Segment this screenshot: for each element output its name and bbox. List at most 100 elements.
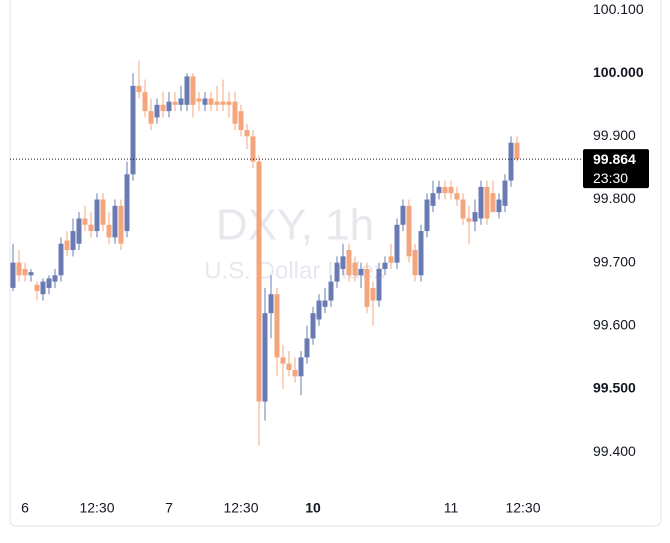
candle-body (382, 262, 388, 269)
y-tick-label: 99.600 (593, 316, 636, 332)
candle-body (58, 243, 64, 276)
candle-body (514, 142, 520, 160)
candle-body (448, 186, 454, 194)
candle-body (502, 180, 508, 206)
watermark-title: DXY, 1h (216, 201, 374, 250)
candle-body (22, 268, 28, 276)
chart-frame (9, 0, 662, 527)
candle-body (160, 104, 166, 112)
candle-body (88, 224, 94, 232)
candle-body (412, 250, 418, 276)
candle-body (346, 250, 352, 276)
candle-body (226, 101, 232, 105)
candle-body (352, 262, 358, 276)
candle-body (364, 268, 370, 307)
y-tick-label: 99.800 (593, 190, 636, 206)
candle-body (304, 338, 310, 358)
candle-body (334, 262, 340, 282)
candle-body (166, 101, 172, 112)
y-tick-label: 100.100 (593, 1, 644, 17)
candle-body (94, 199, 100, 232)
candle-body (484, 186, 490, 219)
candle-body (124, 174, 130, 232)
candle-body (214, 101, 220, 105)
candle-body (490, 193, 496, 213)
candle-body (10, 262, 16, 288)
x-tick-label: 12:30 (79, 500, 114, 516)
x-tick-label: 12:30 (223, 500, 258, 516)
candle-body (220, 101, 226, 105)
y-tick-label: 99.700 (593, 253, 636, 269)
candle-body (328, 281, 334, 301)
candle-body (322, 300, 328, 307)
candle-body (340, 256, 346, 269)
candle-body (184, 76, 190, 105)
candle-body (52, 275, 58, 282)
candle-body (190, 76, 196, 105)
last-price-label: 99.864 (593, 151, 636, 167)
y-tick-label: 99.900 (593, 127, 636, 143)
candle-body (316, 300, 322, 320)
candle-body (280, 357, 286, 364)
watermark-subtitle: U.S. Dollar Index (204, 257, 385, 284)
candle-body (274, 294, 280, 358)
candle-body (424, 199, 430, 232)
candle-body (376, 268, 382, 301)
candle-body (286, 363, 292, 370)
candle-body (202, 98, 208, 105)
last-price-box (583, 149, 649, 189)
candle-body (70, 231, 76, 251)
candle-body (430, 193, 436, 206)
candle-body (250, 136, 256, 162)
candle-body (118, 205, 124, 244)
x-tick-label: 11 (444, 500, 459, 516)
countdown-label: 23:30 (593, 170, 628, 186)
candle-body (82, 218, 88, 225)
candle-body (370, 287, 376, 301)
candle-body (112, 205, 118, 238)
candle-body (406, 205, 412, 257)
candle-body (232, 101, 238, 124)
candle-body (76, 218, 82, 244)
y-tick-label: 99.500 (593, 380, 636, 396)
candle-body (298, 357, 304, 377)
candle-body (418, 231, 424, 276)
y-tick-label: 99.400 (593, 443, 636, 459)
candle-body (178, 98, 184, 105)
candle-body (34, 284, 40, 292)
candle-body (478, 186, 484, 219)
candle-body (46, 278, 52, 288)
candle-body (172, 101, 178, 105)
candle-body (436, 186, 442, 194)
candle-body (400, 205, 406, 225)
candle-body (460, 199, 466, 219)
candle-body (244, 130, 250, 137)
candle-body (472, 212, 478, 222)
candle-body (388, 256, 394, 263)
candle-body (262, 313, 268, 402)
candle-body (64, 240, 70, 251)
candle-body (508, 142, 514, 181)
candle-body (292, 369, 298, 377)
candle-body (196, 98, 202, 102)
candle-body (208, 98, 214, 105)
candle-body (154, 104, 160, 118)
candle-body (496, 199, 502, 213)
candle-body (16, 262, 22, 276)
candle-body (466, 218, 472, 222)
candle-body (136, 85, 142, 93)
candle-body (106, 224, 112, 238)
candle-body (40, 281, 46, 295)
x-tick-label: 12:30 (505, 500, 540, 516)
candle-body (256, 161, 262, 402)
x-tick-label: 10 (305, 500, 321, 516)
x-tick-label: 6 (21, 500, 29, 516)
candle-body (358, 268, 364, 276)
candle-body (394, 224, 400, 263)
candle-body (268, 294, 274, 314)
candle-body (310, 313, 316, 339)
candle-body (142, 92, 148, 112)
x-tick-label: 7 (165, 500, 173, 516)
candle-body (100, 199, 106, 225)
